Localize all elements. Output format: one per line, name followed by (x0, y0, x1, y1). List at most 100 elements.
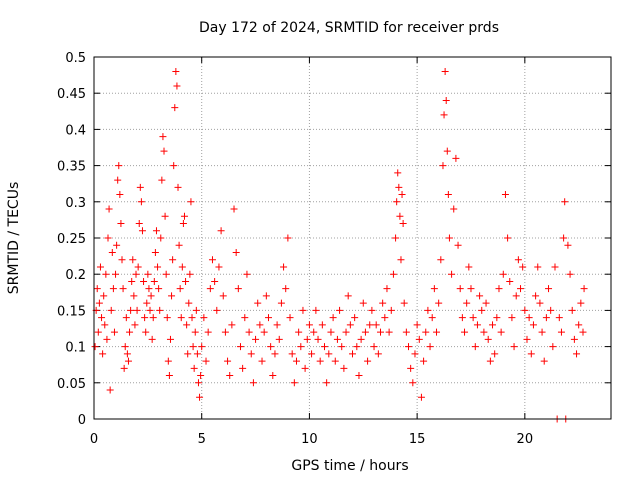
data-point (374, 350, 382, 358)
data-point (411, 350, 419, 358)
data-point (173, 82, 181, 90)
data-point (473, 321, 481, 329)
data-point (232, 248, 240, 256)
y-tick-label: 0.25 (57, 232, 86, 247)
data-point (415, 335, 423, 343)
data-point (441, 67, 449, 75)
data-point (249, 379, 257, 387)
data-point (523, 335, 531, 343)
data-point (501, 191, 509, 199)
data-point (443, 147, 451, 155)
data-point (156, 306, 164, 314)
data-point (112, 270, 120, 278)
data-point (234, 285, 242, 293)
data-point (402, 328, 410, 336)
data-point (357, 335, 365, 343)
data-point (211, 277, 219, 285)
data-point (247, 350, 255, 358)
data-point (454, 241, 462, 249)
data-point (579, 328, 587, 336)
data-point (282, 285, 290, 293)
data-point (262, 292, 270, 300)
data-point (493, 314, 501, 322)
data-point (312, 306, 320, 314)
data-point (510, 343, 518, 351)
data-point (445, 234, 453, 242)
data-point (527, 350, 535, 358)
data-point (215, 263, 223, 271)
y-tick-label: 0.3 (65, 196, 86, 211)
data-point (239, 364, 247, 372)
data-point (506, 277, 514, 285)
data-point (486, 357, 494, 365)
data-point (435, 299, 443, 307)
data-point (504, 234, 512, 242)
y-tick-label: 0.15 (57, 304, 86, 319)
data-point (193, 350, 201, 358)
data-point (98, 314, 106, 322)
data-point (275, 335, 283, 343)
data-point (529, 321, 537, 329)
data-point (344, 292, 352, 300)
data-point (103, 335, 111, 343)
data-point (381, 314, 389, 322)
data-point (148, 335, 156, 343)
data-point (192, 306, 200, 314)
data-point (206, 285, 214, 293)
data-point (93, 285, 101, 293)
data-point (135, 220, 143, 228)
data-point (175, 241, 183, 249)
data-point (545, 285, 553, 293)
data-point (119, 285, 127, 293)
data-point (138, 227, 146, 235)
data-point (91, 343, 99, 351)
data-point (385, 328, 393, 336)
data-point (482, 299, 490, 307)
data-point (314, 335, 322, 343)
data-point (180, 212, 188, 220)
data-point (140, 277, 148, 285)
data-point (430, 285, 438, 293)
data-point (338, 343, 346, 351)
y-tick-label: 0.45 (57, 87, 86, 102)
data-point (368, 306, 376, 314)
data-point (577, 299, 585, 307)
data-point (109, 285, 117, 293)
data-point (143, 299, 151, 307)
x-tick-label: 20 (517, 432, 534, 447)
data-point (198, 343, 206, 351)
data-point (191, 328, 199, 336)
data-point (157, 234, 165, 242)
data-point (450, 205, 458, 213)
data-point (168, 292, 176, 300)
data-point (162, 270, 170, 278)
data-point (329, 314, 337, 322)
data-point (176, 285, 184, 293)
data-point (340, 364, 348, 372)
data-point (564, 241, 572, 249)
data-point (152, 227, 160, 235)
data-point (519, 263, 527, 271)
data-point (297, 343, 305, 351)
data-point (532, 292, 540, 300)
data-point (538, 328, 546, 336)
data-point (540, 357, 548, 365)
data-point (442, 96, 450, 104)
data-point (170, 162, 178, 170)
data-point (122, 314, 130, 322)
data-point (190, 364, 198, 372)
data-point (183, 321, 191, 329)
data-point (566, 270, 574, 278)
y-axis-label: SRMTID / TECUs (6, 182, 22, 295)
data-point (465, 263, 473, 271)
data-point (269, 372, 277, 380)
data-point (323, 379, 331, 387)
grid-lines (94, 57, 611, 419)
y-tick-label: 0.4 (65, 123, 86, 138)
data-point (463, 299, 471, 307)
data-point (145, 285, 153, 293)
data-point (104, 234, 112, 242)
data-point (349, 350, 356, 358)
data-point (448, 270, 456, 278)
data-point (351, 314, 359, 322)
